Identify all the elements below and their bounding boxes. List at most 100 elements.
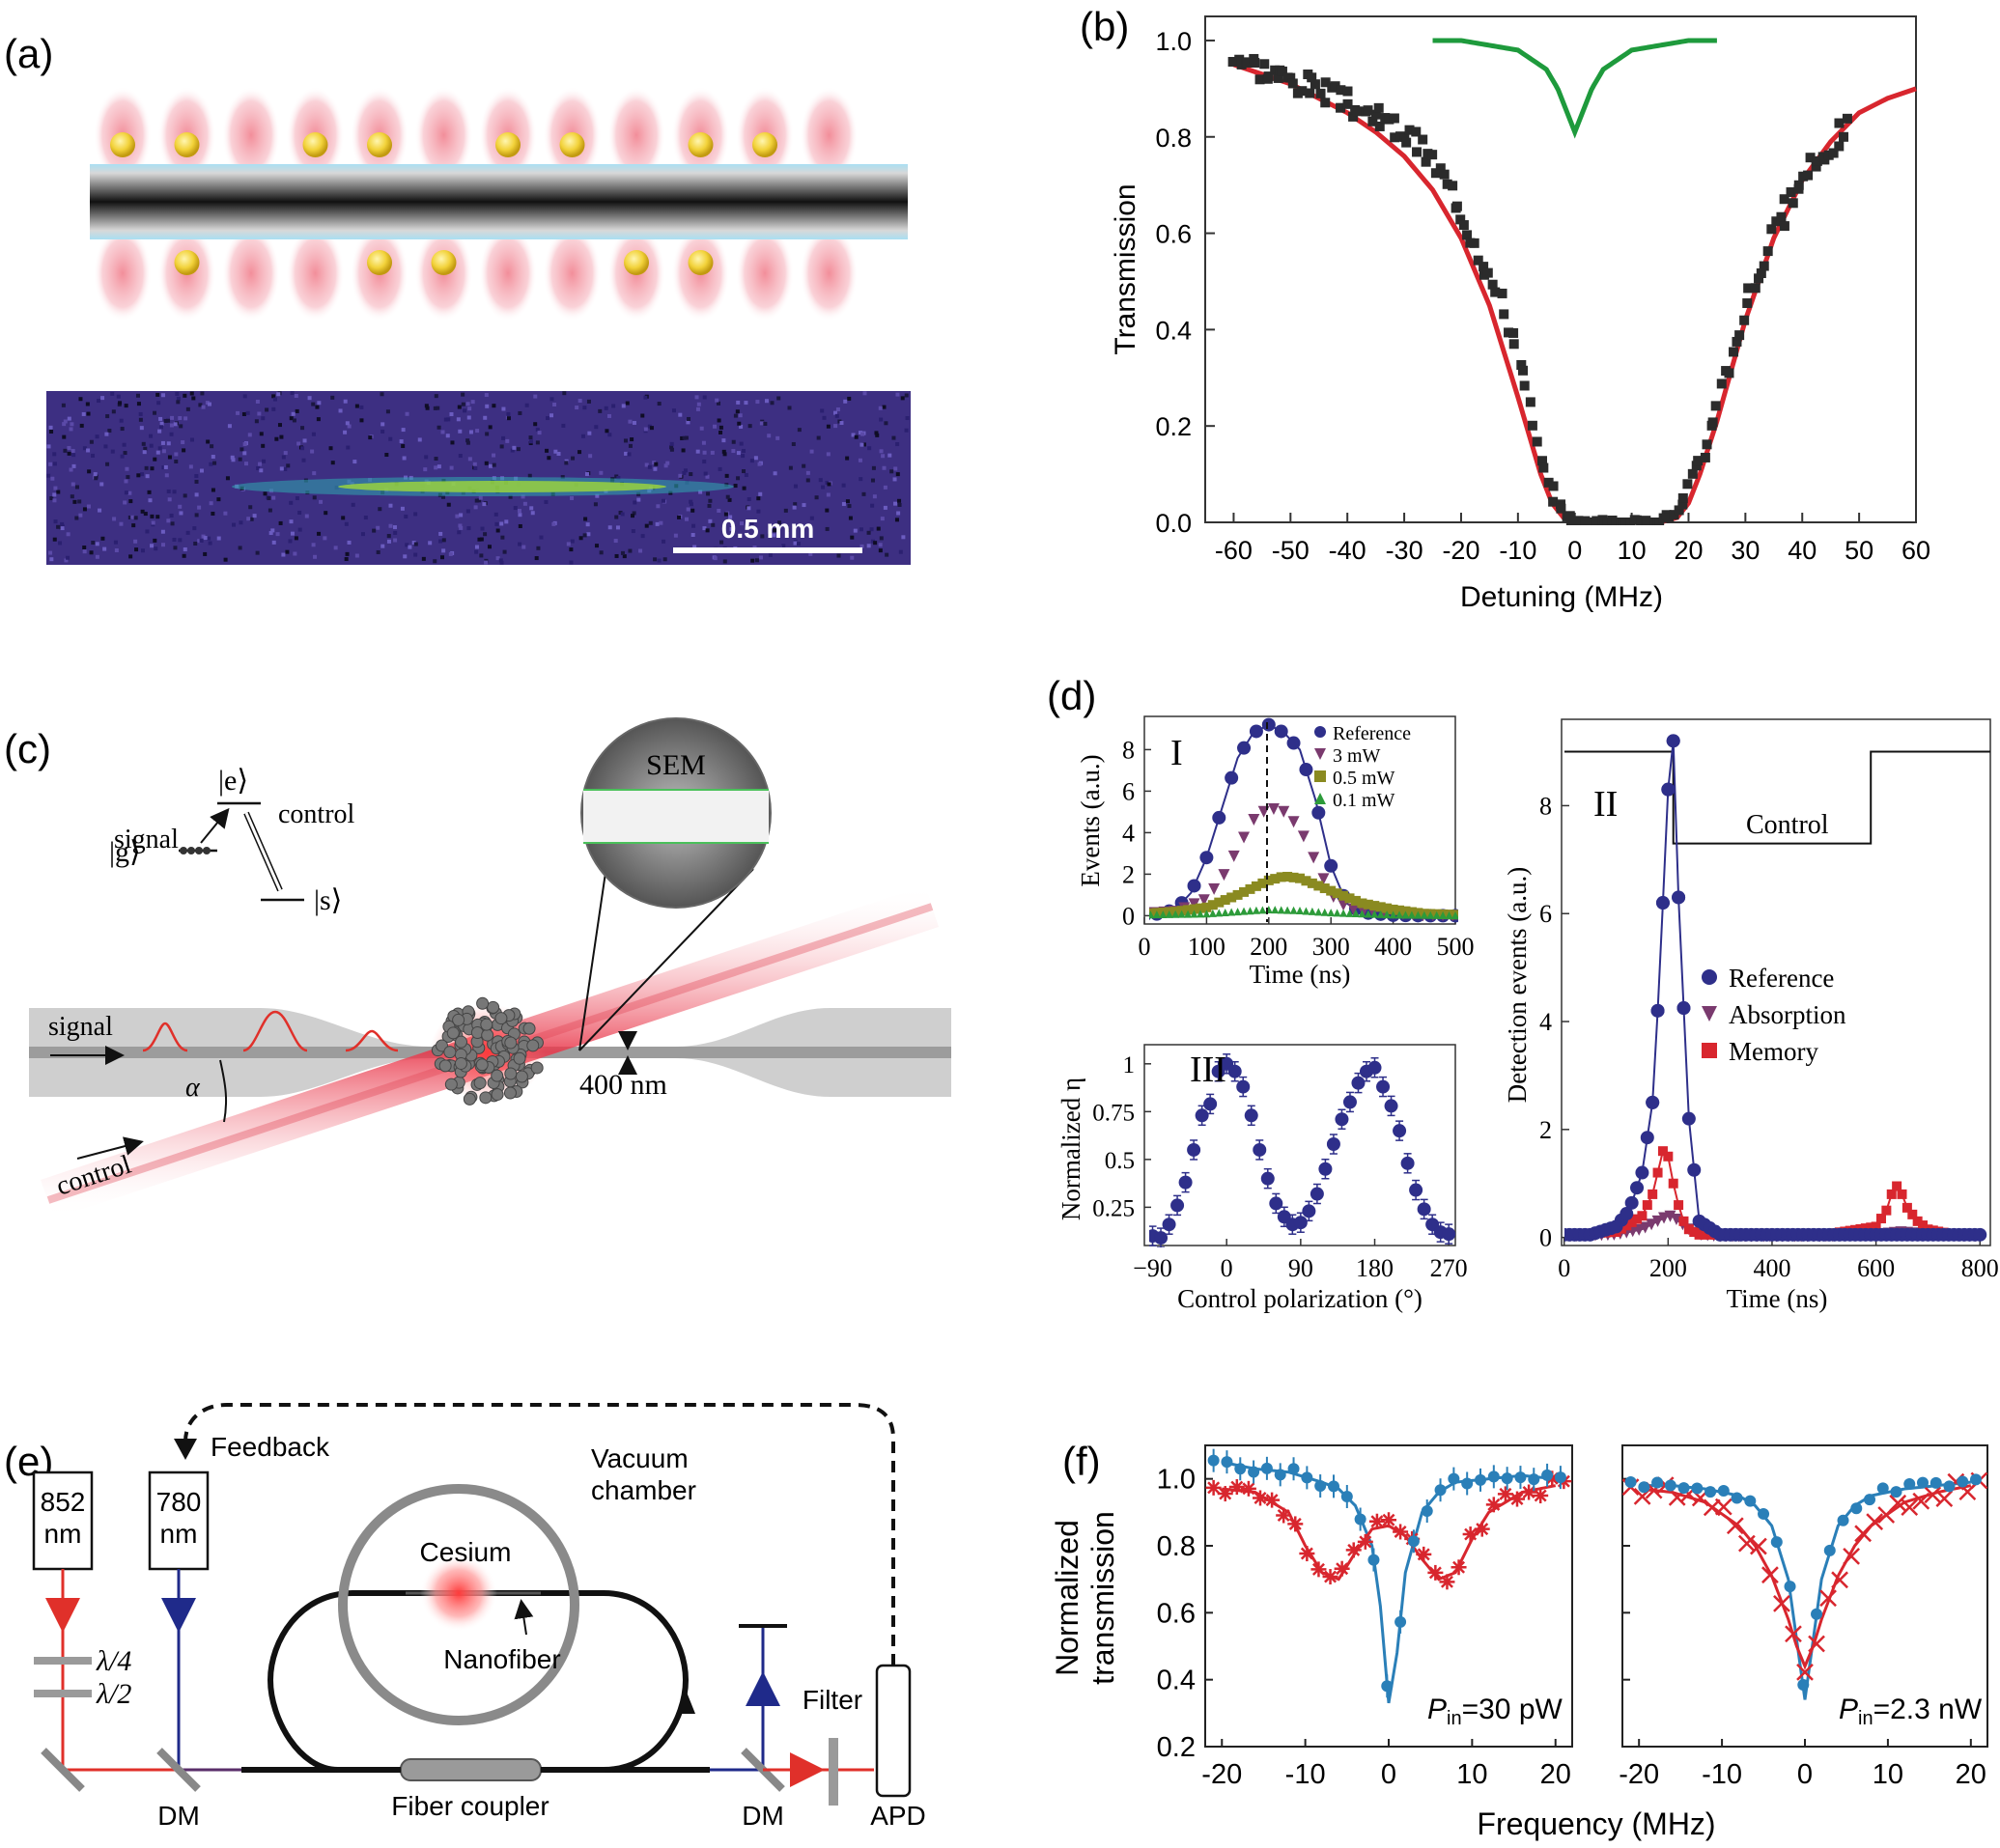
data-point (1912, 1492, 1930, 1510)
data-point (1504, 327, 1514, 338)
noise-pixel (268, 531, 273, 536)
data-point (1687, 1162, 1702, 1177)
noise-pixel (594, 544, 599, 548)
noise-pixel (691, 523, 696, 528)
noise-pixel (271, 406, 276, 411)
noise-pixel (147, 490, 152, 494)
data-point (1646, 1095, 1660, 1109)
noise-pixel (640, 413, 645, 418)
noise-pixel (388, 436, 393, 441)
noise-pixel (551, 521, 556, 526)
data-point (1273, 72, 1283, 83)
noise-pixel (270, 528, 275, 533)
data-point (1190, 910, 1198, 918)
noise-pixel (290, 391, 295, 396)
noise-pixel (166, 489, 171, 493)
noise-pixel (246, 517, 251, 521)
noise-pixel (816, 435, 821, 440)
noise-pixel (686, 420, 690, 425)
noise-pixel (859, 442, 864, 447)
data-point (1756, 268, 1766, 279)
alpha-label: α (185, 1073, 201, 1103)
noise-pixel (773, 471, 777, 476)
noise-pixel (457, 530, 462, 535)
x-tick-label: 200 (1250, 933, 1287, 961)
data-point (1310, 1187, 1324, 1201)
noise-pixel (52, 537, 57, 542)
noise-pixel (518, 410, 522, 415)
data-point (1328, 1480, 1339, 1493)
cold-atom (479, 1091, 493, 1105)
data-point (1307, 878, 1317, 888)
noise-pixel (123, 451, 127, 456)
data-point (1432, 910, 1441, 919)
data-point (1796, 1664, 1814, 1681)
lattice-lobe (286, 225, 345, 322)
data-point (1407, 910, 1416, 919)
noise-pixel (833, 424, 838, 429)
noise-pixel (295, 408, 299, 413)
data-point (1217, 1486, 1233, 1502)
noise-pixel (178, 416, 183, 421)
data-point (1344, 893, 1355, 904)
y-tick-label: 1 (1123, 1052, 1136, 1078)
noise-pixel (805, 470, 810, 475)
data-point (1389, 910, 1397, 919)
feedback-label: Feedback (211, 1432, 330, 1462)
data-point (1339, 909, 1348, 917)
noise-pixel (534, 556, 539, 561)
noise-pixel (556, 451, 561, 456)
noise-pixel (468, 430, 473, 434)
noise-pixel (271, 495, 276, 500)
noise-pixel (111, 409, 116, 414)
noise-pixel (70, 448, 75, 453)
data-point (1744, 1495, 1757, 1507)
noise-pixel (879, 536, 884, 541)
noise-pixel (183, 416, 188, 421)
data-point (1525, 397, 1535, 407)
data-point (1739, 315, 1750, 325)
noise-pixel (239, 520, 243, 525)
data-point (1828, 148, 1839, 158)
cold-atom (454, 1056, 467, 1070)
legend-marker (1314, 793, 1326, 804)
data-point (1766, 224, 1777, 235)
data-point (1556, 503, 1566, 514)
noise-pixel (194, 479, 199, 484)
cold-atom (491, 1069, 504, 1082)
data-point (1401, 137, 1412, 148)
subplot-II-legend: Reference Absorption Memory (1702, 964, 1846, 1066)
x-tick-label: 0 (1567, 536, 1582, 565)
noise-pixel (119, 521, 124, 526)
noise-pixel (333, 546, 338, 550)
noise-pixel (859, 477, 863, 482)
noise-pixel (719, 540, 724, 545)
data-point (1770, 1536, 1783, 1549)
data-point (1382, 903, 1393, 913)
noise-pixel (891, 435, 896, 440)
data-point (1351, 1076, 1366, 1090)
subplot-I-xlabel: Time (ns) (1250, 960, 1351, 989)
noise-pixel (360, 532, 365, 537)
signal-pulse-1 (142, 1022, 188, 1052)
noise-pixel (652, 461, 657, 465)
noise-pixel (312, 471, 317, 476)
data-point (1227, 908, 1236, 916)
noise-pixel (63, 419, 68, 424)
data-point (1521, 1484, 1537, 1500)
noise-pixel (210, 444, 214, 449)
plot-f-xlabel: Frequency (MHz) (1477, 1806, 1715, 1841)
noise-pixel (174, 452, 179, 457)
noise-pixel (588, 454, 593, 459)
data-point (1364, 910, 1372, 918)
data-point (1414, 910, 1423, 919)
noise-pixel (620, 512, 625, 517)
noise-pixel (788, 465, 793, 470)
noise-pixel (836, 553, 841, 558)
noise-pixel (247, 433, 252, 437)
noise-pixel (446, 502, 451, 507)
noise-pixel (317, 401, 322, 406)
sem-fiber (583, 790, 769, 843)
data-point (1336, 102, 1346, 113)
